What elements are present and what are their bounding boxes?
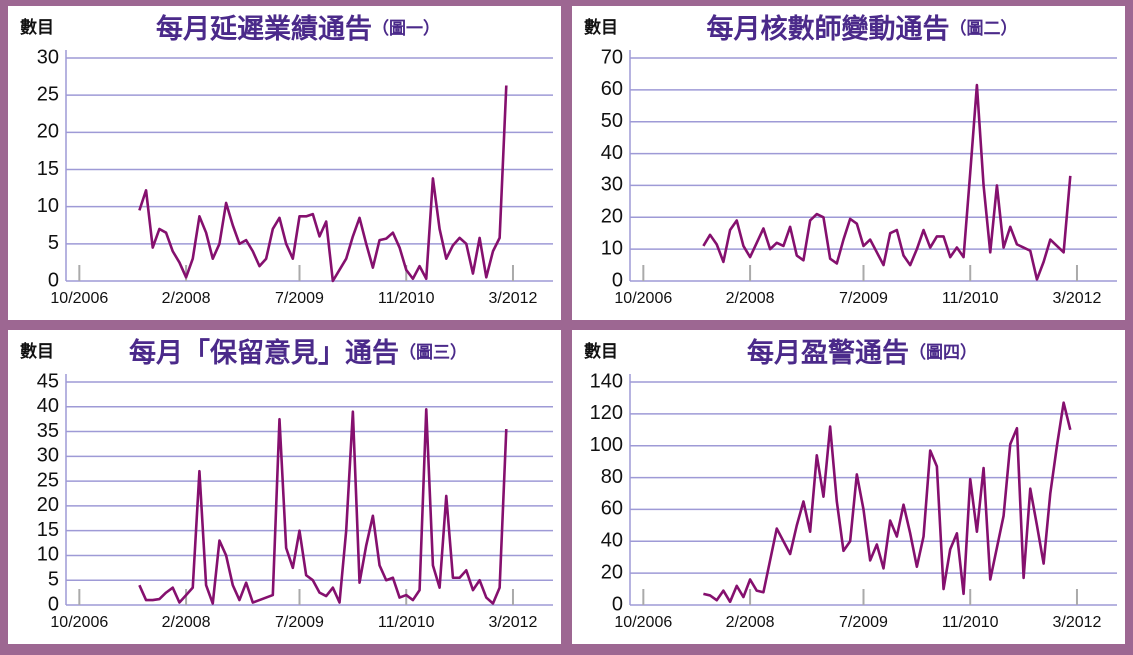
y-tick-label: 80 [601,466,623,488]
x-tick-label: 10/2006 [614,614,672,631]
y-tick-label: 100 [590,434,623,456]
y-tick-label: 15 [37,158,59,180]
y-tick-label: 40 [37,395,59,417]
y-tick-label: 35 [37,420,59,442]
data-line [138,85,508,283]
y-tick-label: 0 [612,593,623,615]
x-tick-label: 11/2010 [378,614,435,631]
data-line [703,401,1072,604]
y-tick-label: 0 [48,593,59,615]
y-tick-label: 20 [601,206,623,228]
y-axis-label: 數目 [584,17,618,38]
y-tick-label: 70 [601,46,623,68]
x-tick-label: 7/2009 [275,290,324,307]
y-axis-label: 數目 [584,341,618,362]
x-tick-label: 7/2009 [275,614,324,631]
x-tick-label: 2/2008 [726,614,775,631]
y-axis-label: 數目 [20,341,54,362]
x-tick-label: 11/2010 [378,290,435,307]
x-tick-label: 10/2006 [614,290,672,307]
title-main: 每月核數師變動通告 [707,13,950,45]
chart-panel: 每月核數師變動通告（圖二） 數目 0 10 20 30 40 50 60 70 10/2006 2/2… [572,6,1125,320]
panel-bg [8,330,561,644]
x-tick-label: 10/2006 [50,614,108,631]
title-main: 每月「保留意見」通告 [129,337,399,369]
title-main: 每月延遲業績通告 [156,13,372,45]
y-tick-label: 10 [601,237,623,259]
title-note: （圖四） [909,342,977,362]
title-note: （圖一） [372,18,440,38]
y-tick-label: 120 [590,402,623,424]
y-tick-label: 10 [37,195,59,217]
y-axis-label: 數目 [20,17,54,38]
x-tick-label: 7/2009 [839,290,888,307]
panel-bg [572,6,1125,320]
y-tick-label: 140 [590,370,623,392]
x-tick-label: 10/2006 [50,290,108,307]
y-tick-label: 25 [37,469,59,491]
x-tick-label: 3/2012 [1053,290,1102,307]
y-tick-label: 20 [601,561,623,583]
y-tick-label: 50 [601,110,623,132]
y-tick-label: 5 [48,569,59,591]
y-tick-label: 60 [601,498,623,520]
data-line [702,83,1072,281]
data-line [138,407,508,605]
x-tick-label: 2/2008 [162,290,211,307]
x-tick-label: 11/2010 [942,290,999,307]
y-tick-label: 20 [37,121,59,143]
y-tick-label: 0 [612,269,623,291]
y-tick-label: 45 [37,370,59,392]
chart-panel: 每月盈警通告（圖四） 數目 0 20 40 60 80 100 120 140 10/2006 2/2… [572,330,1125,644]
y-tick-label: 0 [48,269,59,291]
y-tick-label: 40 [601,530,623,552]
chart-panel: 每月延遲業績通告（圖一） 數目 0 5 10 15 20 25 30 10/2006 2/2008 7… [8,6,561,320]
x-tick-label: 11/2010 [942,614,999,631]
x-tick-label: 2/2008 [162,614,211,631]
x-tick-label: 3/2012 [489,290,538,307]
chart-title: 每月延遲業績通告（圖一） [156,13,440,45]
title-note: （圖二） [950,18,1018,38]
y-tick-label: 25 [37,83,59,105]
x-tick-label: 2/2008 [726,290,775,307]
y-tick-label: 30 [37,46,59,68]
y-tick-label: 5 [48,232,59,254]
chart-title: 每月「保留意見」通告（圖三） [129,337,467,369]
title-note: （圖三） [399,342,467,362]
y-tick-label: 20 [37,494,59,516]
y-tick-label: 15 [37,519,59,541]
y-tick-label: 30 [37,445,59,467]
y-tick-label: 10 [37,544,59,566]
y-tick-label: 60 [601,78,623,100]
chart-title: 每月盈警通告（圖四） [747,337,977,369]
x-tick-label: 3/2012 [1053,614,1102,631]
x-tick-label: 7/2009 [839,614,888,631]
title-main: 每月盈警通告 [747,337,909,369]
y-tick-label: 30 [601,174,623,196]
panel-bg [8,6,561,320]
panel-bg [572,330,1125,644]
y-tick-label: 40 [601,142,623,164]
chart-title: 每月核數師變動通告（圖二） [707,13,1018,45]
x-tick-label: 3/2012 [489,614,538,631]
